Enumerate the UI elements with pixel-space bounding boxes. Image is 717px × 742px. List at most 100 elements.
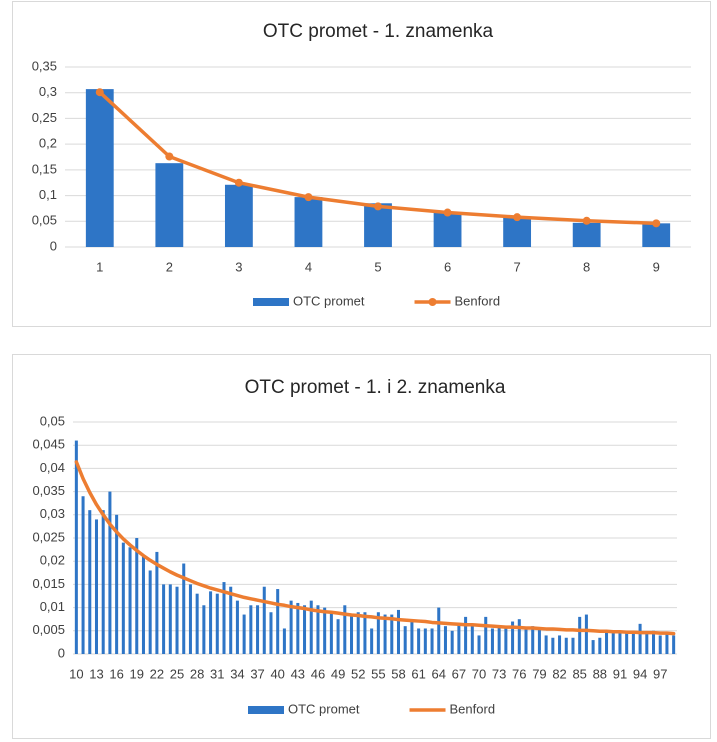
bar xyxy=(517,619,521,654)
y-tick-label: 0,03 xyxy=(40,506,65,521)
legend-label: Benford xyxy=(455,293,501,308)
line-marker xyxy=(513,213,522,222)
x-tick-label: 67 xyxy=(452,666,466,681)
bar xyxy=(85,89,114,247)
bar xyxy=(584,614,588,654)
bar xyxy=(598,637,602,654)
chart-frame xyxy=(12,1,711,327)
bar xyxy=(652,630,656,654)
x-tick-label: 2 xyxy=(166,259,173,274)
y-tick-label: 0,3 xyxy=(39,84,57,99)
line-marker xyxy=(652,219,661,228)
bar xyxy=(504,626,508,654)
bar xyxy=(464,616,468,654)
y-tick-label: 0,2 xyxy=(39,136,57,151)
x-tick-label: 76 xyxy=(512,666,526,681)
x-tick-label: 94 xyxy=(633,666,647,681)
y-tick-label: 0,035 xyxy=(32,483,65,498)
x-tick-label: 34 xyxy=(230,666,244,681)
bar xyxy=(336,619,340,654)
y-tick-label: 0,05 xyxy=(40,413,65,428)
bar xyxy=(316,605,320,654)
bar xyxy=(572,222,601,247)
bar xyxy=(115,514,119,654)
x-tick-label: 1 xyxy=(96,259,103,274)
bar xyxy=(323,607,327,654)
bar xyxy=(329,612,333,654)
y-tick-label: 0,35 xyxy=(32,58,57,73)
bar xyxy=(242,614,246,654)
legend-swatch xyxy=(253,298,289,306)
bar xyxy=(256,605,260,654)
bar xyxy=(430,628,434,654)
bar xyxy=(289,600,293,654)
y-tick-label: 0,04 xyxy=(40,460,65,475)
x-tick-label: 55 xyxy=(371,666,385,681)
bar xyxy=(343,605,347,654)
bar xyxy=(363,612,367,654)
bar xyxy=(74,440,78,654)
bar xyxy=(155,551,159,654)
chart-title: OTC promet - 1. znamenka xyxy=(263,21,494,42)
bar xyxy=(148,570,152,654)
bar xyxy=(484,616,488,654)
bar xyxy=(294,197,323,247)
bar xyxy=(350,614,354,654)
x-tick-label: 49 xyxy=(331,666,345,681)
bar xyxy=(383,614,387,654)
y-tick-label: 0,015 xyxy=(32,576,65,591)
x-tick-label: 58 xyxy=(391,666,405,681)
y-tick-label: 0,01 xyxy=(40,599,65,614)
line-marker xyxy=(443,208,452,217)
x-tick-label: 16 xyxy=(109,666,123,681)
x-tick-label: 43 xyxy=(291,666,305,681)
x-tick-label: 82 xyxy=(552,666,566,681)
bar xyxy=(215,593,219,654)
bar xyxy=(558,635,562,654)
bar xyxy=(235,600,239,654)
x-tick-label: 6 xyxy=(444,259,451,274)
chart: OTC promet - 1. znamenka 0 0,05 0,1 0,15 0,2 0… xyxy=(12,1,711,327)
y-tick-label: 0 xyxy=(58,645,65,660)
bar xyxy=(224,184,253,247)
bar xyxy=(618,633,622,654)
x-tick-label: 79 xyxy=(532,666,546,681)
bar xyxy=(195,593,199,654)
legend-swatch xyxy=(248,706,284,714)
bar xyxy=(417,628,421,654)
x-tick-label: 46 xyxy=(311,666,325,681)
x-tick-label: 37 xyxy=(250,666,264,681)
bar xyxy=(121,542,125,654)
bar xyxy=(551,637,555,654)
line-marker xyxy=(582,216,591,225)
bar xyxy=(564,637,568,654)
x-tick-label: 70 xyxy=(472,666,486,681)
bar xyxy=(376,612,380,654)
chart-frame xyxy=(12,354,711,739)
legend-label: OTC promet xyxy=(293,293,365,308)
x-tick-label: 8 xyxy=(583,259,590,274)
bar xyxy=(578,616,582,654)
bar xyxy=(638,623,642,654)
bar xyxy=(658,635,662,654)
line-marker xyxy=(374,202,382,211)
bar xyxy=(269,612,273,654)
y-tick-label: 0,02 xyxy=(40,553,65,568)
bar xyxy=(168,584,172,654)
x-tick-label: 31 xyxy=(210,666,224,681)
chart-title: OTC promet - 1. i 2. znamenka xyxy=(245,377,506,398)
bar xyxy=(356,612,360,654)
bar xyxy=(370,628,374,654)
x-tick-label: 91 xyxy=(613,666,627,681)
bar xyxy=(108,491,112,654)
x-tick-label: 64 xyxy=(432,666,446,681)
bar xyxy=(531,626,535,654)
bar xyxy=(611,633,615,654)
bar xyxy=(182,563,186,654)
bar xyxy=(625,633,629,654)
bar xyxy=(188,584,192,654)
x-tick-label: 25 xyxy=(170,666,184,681)
bar xyxy=(537,628,541,654)
bar xyxy=(162,584,166,654)
